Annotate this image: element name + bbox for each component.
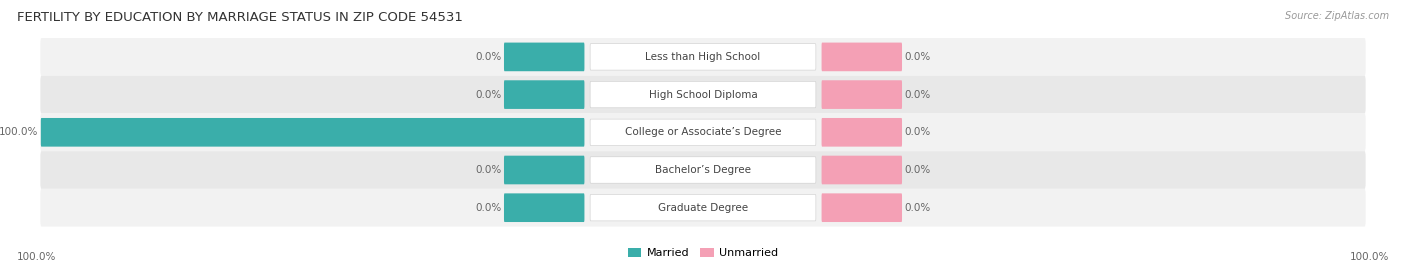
FancyBboxPatch shape	[503, 43, 585, 71]
Text: 0.0%: 0.0%	[905, 203, 931, 213]
FancyBboxPatch shape	[41, 118, 585, 147]
Text: College or Associate’s Degree: College or Associate’s Degree	[624, 127, 782, 137]
Text: 0.0%: 0.0%	[475, 165, 501, 175]
Text: 0.0%: 0.0%	[475, 52, 501, 62]
FancyBboxPatch shape	[591, 157, 815, 183]
FancyBboxPatch shape	[503, 80, 585, 109]
Text: Source: ZipAtlas.com: Source: ZipAtlas.com	[1285, 11, 1389, 21]
FancyBboxPatch shape	[591, 119, 815, 146]
Text: 0.0%: 0.0%	[905, 165, 931, 175]
FancyBboxPatch shape	[41, 189, 1365, 227]
Text: 100.0%: 100.0%	[17, 252, 56, 262]
FancyBboxPatch shape	[503, 193, 585, 222]
FancyBboxPatch shape	[503, 156, 585, 184]
Text: Bachelor’s Degree: Bachelor’s Degree	[655, 165, 751, 175]
FancyBboxPatch shape	[821, 118, 903, 147]
FancyBboxPatch shape	[821, 156, 903, 184]
FancyBboxPatch shape	[591, 44, 815, 70]
Text: 100.0%: 100.0%	[0, 127, 38, 137]
FancyBboxPatch shape	[821, 43, 903, 71]
FancyBboxPatch shape	[591, 82, 815, 108]
Text: Graduate Degree: Graduate Degree	[658, 203, 748, 213]
FancyBboxPatch shape	[41, 76, 1365, 113]
Text: 0.0%: 0.0%	[905, 90, 931, 100]
Text: 100.0%: 100.0%	[1350, 252, 1389, 262]
FancyBboxPatch shape	[41, 113, 1365, 151]
FancyBboxPatch shape	[591, 194, 815, 221]
FancyBboxPatch shape	[821, 193, 903, 222]
Legend: Married, Unmarried: Married, Unmarried	[623, 243, 783, 263]
Text: 0.0%: 0.0%	[475, 90, 501, 100]
Text: 0.0%: 0.0%	[905, 52, 931, 62]
Text: High School Diploma: High School Diploma	[648, 90, 758, 100]
Text: 0.0%: 0.0%	[905, 127, 931, 137]
Text: 0.0%: 0.0%	[475, 203, 501, 213]
Text: FERTILITY BY EDUCATION BY MARRIAGE STATUS IN ZIP CODE 54531: FERTILITY BY EDUCATION BY MARRIAGE STATU…	[17, 11, 463, 24]
Text: Less than High School: Less than High School	[645, 52, 761, 62]
FancyBboxPatch shape	[41, 38, 1365, 76]
FancyBboxPatch shape	[821, 80, 903, 109]
FancyBboxPatch shape	[41, 151, 1365, 189]
